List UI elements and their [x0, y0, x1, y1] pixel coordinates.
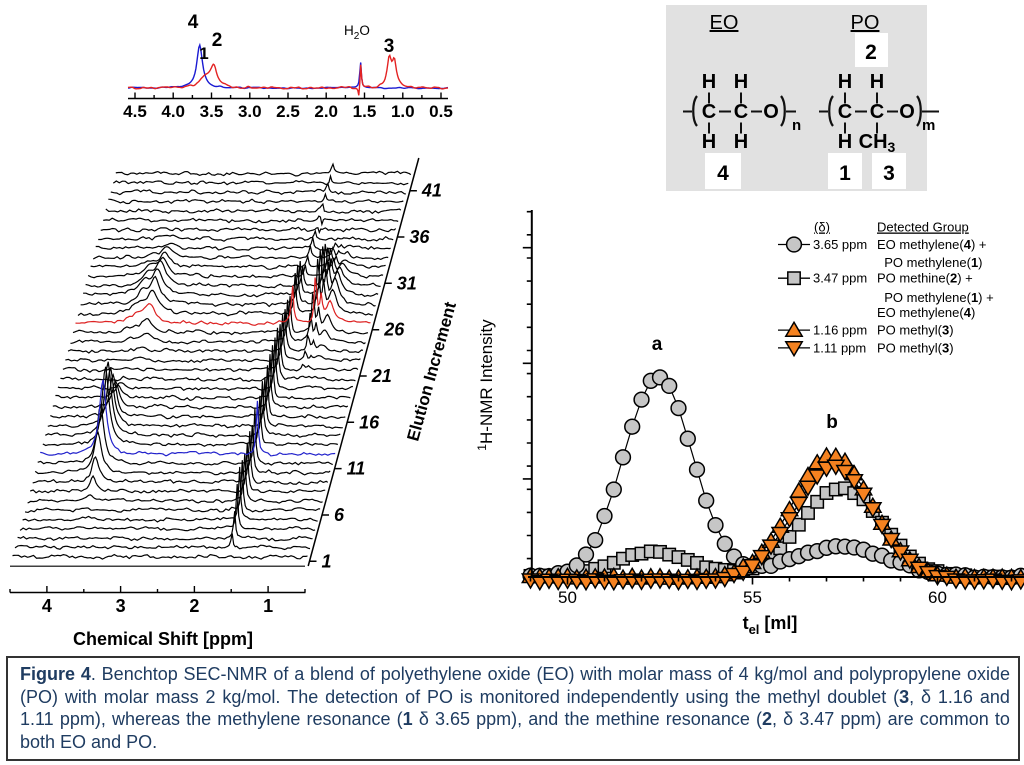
svg-text:1.5: 1.5: [353, 102, 377, 121]
svg-text:3.0: 3.0: [238, 102, 262, 121]
svg-text:2: 2: [189, 596, 199, 616]
svg-text:H: H: [702, 131, 716, 153]
svg-text:O: O: [763, 101, 779, 123]
svg-text:PO: PO: [851, 12, 880, 34]
svg-text:C: C: [870, 101, 884, 123]
svg-text:4: 4: [42, 596, 52, 616]
svg-text:PO methyl(3): PO methyl(3): [877, 340, 954, 355]
svg-text:H: H: [838, 131, 852, 153]
svg-text:n: n: [792, 117, 801, 134]
svg-text:3: 3: [116, 596, 126, 616]
svg-text:1: 1: [322, 551, 332, 571]
svg-text:a: a: [652, 334, 663, 355]
svg-text:(δ): (δ): [814, 220, 830, 235]
svg-text:11: 11: [347, 459, 366, 479]
svg-text:4.0: 4.0: [161, 102, 185, 121]
svg-text:2.5: 2.5: [276, 102, 300, 121]
svg-text:2: 2: [212, 30, 223, 51]
svg-text:26: 26: [383, 320, 405, 340]
svg-text:36: 36: [409, 227, 430, 247]
svg-text:1.0: 1.0: [391, 102, 415, 121]
svg-text:4: 4: [717, 162, 729, 185]
svg-text:3.47 ppm: 3.47 ppm: [813, 271, 867, 286]
svg-text:3.5: 3.5: [200, 102, 224, 121]
svg-text:PO methylene(1) +: PO methylene(1) +: [877, 290, 994, 305]
svg-text:m: m: [922, 117, 935, 134]
svg-text:b: b: [826, 412, 838, 433]
svg-text:PO methyl(3): PO methyl(3): [877, 323, 954, 338]
svg-text:50: 50: [558, 588, 577, 607]
svg-text:41: 41: [421, 181, 442, 201]
svg-text:C: C: [702, 101, 716, 123]
svg-text:O: O: [899, 101, 915, 123]
svg-text:H: H: [734, 71, 748, 93]
svg-text:21: 21: [371, 366, 392, 386]
svg-text:EO: EO: [710, 12, 739, 34]
svg-text:H: H: [838, 71, 852, 93]
svg-text:H: H: [734, 131, 748, 153]
svg-text:Detected Group: Detected Group: [877, 220, 969, 235]
svg-text:60: 60: [928, 588, 947, 607]
svg-text:1.16 ppm: 1.16 ppm: [813, 323, 867, 338]
svg-text:EO methylene(4) +: EO methylene(4) +: [877, 237, 986, 252]
svg-text:tel [ml]: tel [ml]: [743, 613, 798, 637]
svg-text:PO methine(2) +: PO methine(2) +: [877, 271, 973, 286]
svg-text:3: 3: [384, 36, 395, 57]
svg-text:0.5: 0.5: [429, 102, 453, 121]
svg-text:16: 16: [359, 412, 380, 432]
svg-text:2.0: 2.0: [314, 102, 338, 121]
svg-text:6: 6: [334, 505, 345, 525]
svg-text:Elution Increment: Elution Increment: [403, 299, 460, 443]
svg-text:4.5: 4.5: [123, 102, 147, 121]
svg-text:C: C: [838, 101, 852, 123]
svg-text:31: 31: [397, 273, 417, 293]
svg-text:EO methylene(4): EO methylene(4): [877, 305, 975, 320]
svg-text:2: 2: [865, 41, 877, 64]
svg-text:4: 4: [188, 12, 199, 33]
svg-text:3: 3: [883, 162, 895, 185]
svg-text:1: 1: [839, 162, 851, 185]
svg-text:H2O: H2O: [344, 23, 370, 42]
svg-text:1H-NMR Intensity: 1H-NMR Intensity: [475, 319, 496, 451]
svg-text:PO methylene(1): PO methylene(1): [877, 255, 983, 270]
svg-text:3.65 ppm: 3.65 ppm: [813, 237, 867, 252]
svg-text:55: 55: [743, 588, 762, 607]
svg-text:H: H: [702, 71, 716, 93]
svg-text:1: 1: [263, 596, 273, 616]
svg-text:Chemical Shift [ppm]: Chemical Shift [ppm]: [73, 629, 253, 649]
svg-text:H: H: [870, 71, 884, 93]
svg-text:C: C: [734, 101, 748, 123]
svg-text:1: 1: [199, 44, 208, 63]
svg-text:1.11 ppm: 1.11 ppm: [813, 340, 866, 355]
